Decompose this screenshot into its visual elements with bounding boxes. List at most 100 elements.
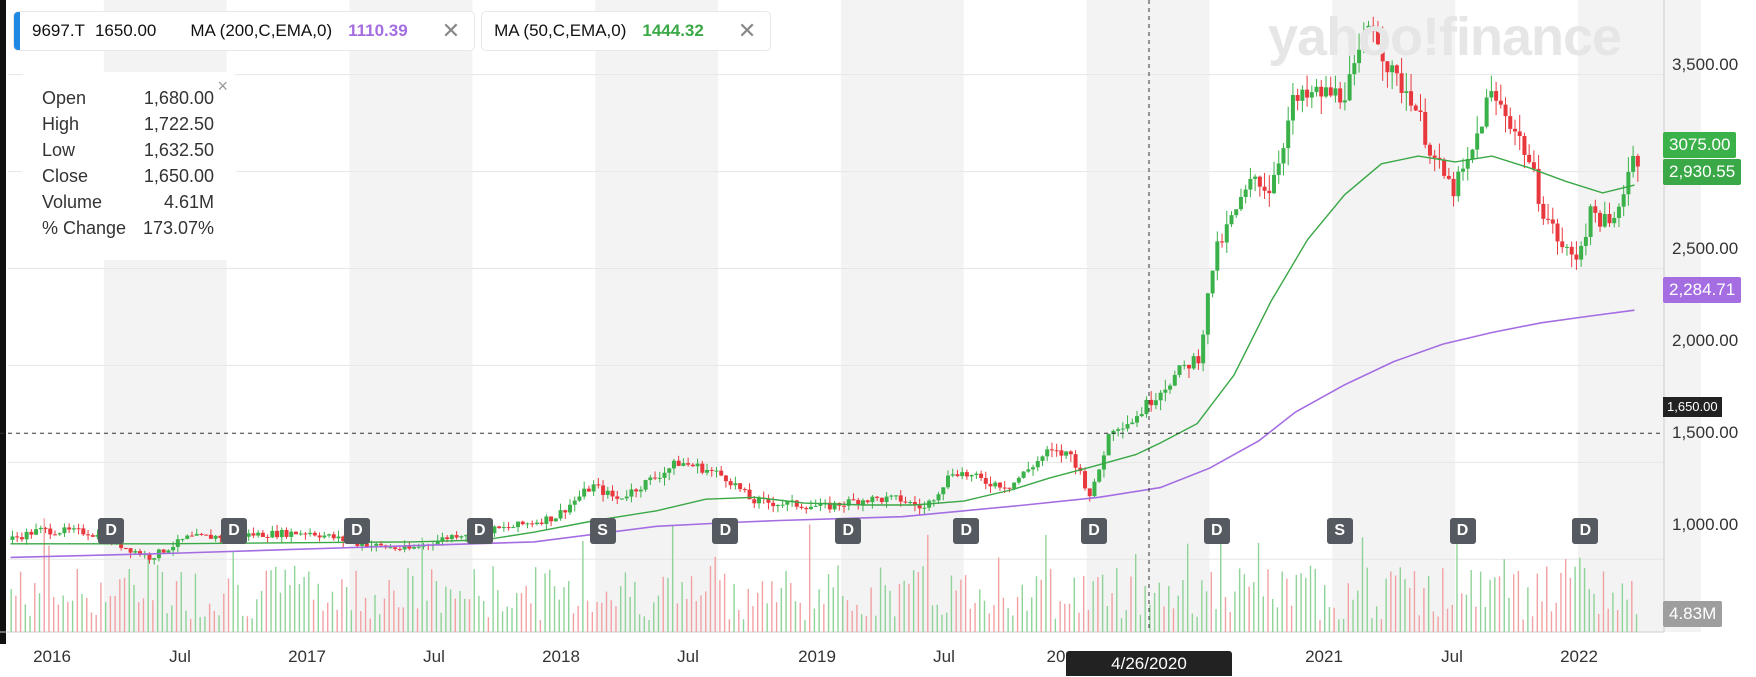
candle-body (1177, 365, 1182, 375)
dividend-event-marker[interactable]: D (1203, 518, 1230, 544)
volume-bar (1404, 579, 1406, 632)
candle-body (506, 527, 511, 529)
volume-bar (1314, 568, 1316, 632)
volume-bar (48, 545, 50, 632)
volume-bar (1465, 594, 1468, 632)
volume-bar (1229, 611, 1231, 632)
volume-bar (1305, 577, 1307, 632)
volume-bar (445, 586, 447, 632)
candle-body (1621, 194, 1626, 207)
dividend-event-marker[interactable]: D (1572, 518, 1599, 544)
candle-body (1541, 203, 1546, 219)
candle-body (1073, 454, 1078, 468)
volume-bar (1272, 598, 1274, 632)
volume-bar (955, 590, 957, 632)
volume-bar (624, 572, 627, 632)
dividend-event-marker[interactable]: D (835, 518, 862, 544)
candle-body (591, 484, 596, 492)
candle-body (936, 494, 941, 501)
candle-body (525, 523, 530, 525)
candle-body (464, 535, 469, 537)
candle-body (166, 550, 171, 553)
volume-bar (738, 609, 740, 632)
volume-bar (1631, 580, 1633, 632)
volume-bar (794, 601, 797, 632)
volume-bar (898, 583, 901, 632)
candle-body (1489, 91, 1494, 98)
symbol-chip[interactable]: 9697.T 1650.00 MA (200,C,EMA,0) 1110.39 … (14, 12, 475, 50)
volume-bar (969, 608, 972, 632)
candle-body (894, 495, 899, 497)
x-tick-label: 20 (1046, 647, 1066, 666)
volume-bar (303, 576, 305, 632)
volume-bar (875, 615, 877, 632)
candle-body (539, 522, 544, 524)
candle-body (856, 500, 861, 505)
dividend-event-marker[interactable]: D (1080, 518, 1107, 544)
yahoo-finance-watermark: yahoo!finance (1268, 7, 1622, 67)
remove-ma50-close-icon[interactable]: ✕ (737, 18, 757, 43)
candle-body (1550, 219, 1555, 224)
candle-body (775, 505, 780, 507)
candle-body (1536, 168, 1541, 204)
volume-bar (719, 580, 721, 632)
volume-bar (1574, 566, 1576, 632)
candle-body (1130, 422, 1135, 425)
candle-body (1083, 471, 1088, 489)
candle-body (1153, 400, 1158, 406)
volume-bar (657, 595, 660, 632)
volume-bar (927, 534, 929, 632)
volume-bar (1598, 613, 1600, 632)
candle-body (558, 510, 563, 519)
candle-body (1243, 189, 1248, 197)
volume-bar (851, 610, 853, 632)
volume-bar (223, 593, 225, 632)
candle-body (501, 527, 506, 529)
volume-bar (1437, 616, 1439, 632)
split-event-marker[interactable]: S (589, 518, 616, 544)
remove-ma200-close-icon[interactable]: ✕ (441, 18, 461, 43)
volume-bar (171, 605, 173, 632)
dividend-event-marker[interactable]: D (221, 518, 248, 544)
candle-body (969, 475, 974, 477)
candle-body (1097, 469, 1102, 482)
volume-bar (454, 598, 457, 632)
candle-body (1092, 481, 1097, 497)
candle-body (90, 535, 95, 537)
candle-body (1555, 223, 1560, 242)
candle-body (1612, 217, 1617, 224)
volume-bar (558, 599, 560, 632)
candle-body (1182, 364, 1187, 366)
candle-body (138, 551, 143, 555)
volume-bar (1083, 576, 1085, 632)
dividend-event-marker[interactable]: D (466, 518, 493, 544)
x-tick-label: Jul (677, 647, 699, 666)
dividend-event-marker[interactable]: D (343, 518, 370, 544)
candle-body (1262, 186, 1267, 191)
candle-body (256, 532, 261, 536)
candle-body (293, 531, 298, 535)
volume-bar (591, 611, 594, 632)
volume-bar (412, 575, 414, 632)
dividend-event-marker[interactable]: D (98, 518, 125, 544)
ma50-chip[interactable]: MA (50,C,EMA,0) 1444.32 ✕ (482, 12, 771, 50)
ohlc-row-change: % Change 173.07% (42, 218, 214, 239)
candle-body (52, 534, 57, 536)
volume-bar (57, 604, 60, 632)
candle-body (747, 489, 752, 500)
volume-bar (1390, 571, 1392, 632)
dividend-event-marker[interactable]: D (953, 518, 980, 544)
tooltip-close-icon[interactable]: × (217, 76, 228, 96)
volume-bar (671, 526, 674, 632)
split-event-marker[interactable]: S (1326, 518, 1353, 544)
candle-body (133, 551, 138, 553)
volume-bar (1489, 579, 1491, 632)
dividend-event-marker[interactable]: D (1449, 518, 1476, 544)
candle-body (1432, 155, 1437, 158)
dividend-event-marker[interactable]: D (712, 518, 739, 544)
candle-body (1461, 168, 1466, 172)
candle-body (780, 504, 785, 506)
volume-bar (15, 595, 17, 632)
volume-bar (1461, 593, 1463, 632)
